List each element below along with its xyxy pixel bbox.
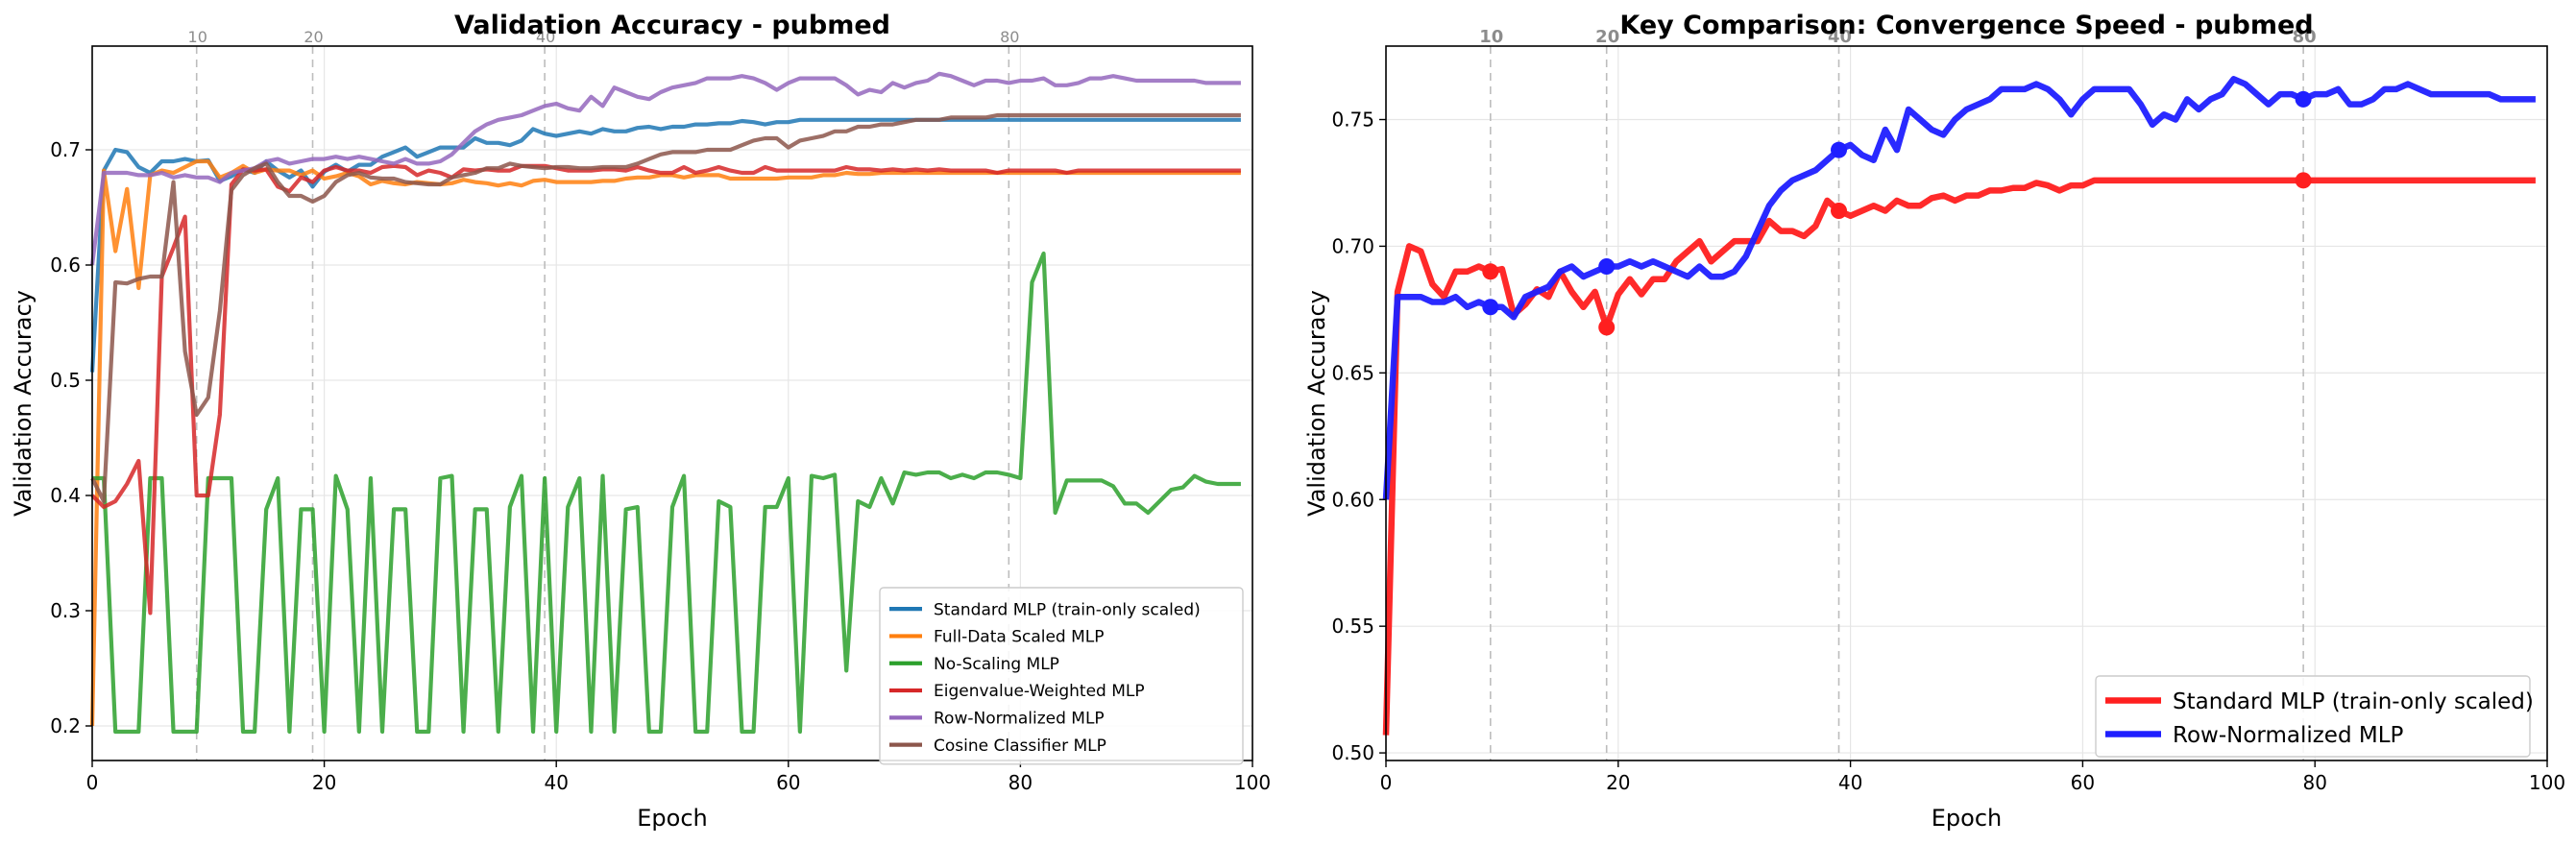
highlight-point bbox=[1831, 202, 1848, 219]
legend-box bbox=[2095, 675, 2531, 758]
legend-box bbox=[879, 587, 1244, 765]
y-tick-label: 0.4 bbox=[50, 484, 81, 507]
series-lines bbox=[1382, 76, 2536, 736]
highlight-point bbox=[1598, 319, 1616, 336]
chart-title: Key Comparison: Convergence Speed - pubm… bbox=[1619, 11, 2313, 40]
legend-label: Row-Normalized MLP bbox=[934, 709, 1105, 728]
epoch-marker-label: 40 bbox=[1828, 27, 1852, 47]
epoch-marker-label: 10 bbox=[1479, 27, 1503, 47]
highlight-points bbox=[1482, 90, 2312, 336]
epoch-marker-label: 20 bbox=[304, 28, 323, 46]
series-line-0 bbox=[89, 117, 1241, 373]
epoch-marker-label: 10 bbox=[188, 28, 207, 46]
legend-label: Cosine Classifier MLP bbox=[934, 736, 1106, 756]
x-axis-label: Epoch bbox=[1932, 805, 2003, 832]
highlight-point bbox=[1482, 263, 1499, 280]
x-tick-label: 100 bbox=[1234, 771, 1271, 794]
series-line-1 bbox=[89, 158, 1241, 727]
plot-frame bbox=[1385, 45, 2548, 761]
epoch-marker-label: 80 bbox=[2293, 27, 2317, 47]
x-tick-label: 60 bbox=[2071, 771, 2095, 794]
x-tick-label: 40 bbox=[1838, 771, 1862, 794]
y-tick-label: 0.55 bbox=[1331, 615, 1374, 638]
epoch-marker-label: 40 bbox=[536, 28, 555, 46]
epoch-markers: 10 20 40 80 bbox=[188, 28, 1019, 760]
highlight-point bbox=[1598, 258, 1616, 276]
legend-label: No-Scaling MLP bbox=[934, 655, 1059, 674]
chart-validation-accuracy: 10 20 40 80 0 20 40 60 80 100 0.2 0.3 0.4 0.5 0.6 0.7 Va… bbox=[10, 11, 1271, 832]
y-tick-label: 0.65 bbox=[1331, 361, 1374, 384]
chart-convergence-speed: 10 20 40 80 0 20 40 60 80 100 0.50 0.55 0.60 0.65 0.70… bbox=[1303, 11, 2565, 832]
series-line-2 bbox=[92, 251, 1241, 735]
x-tick-label: 60 bbox=[776, 771, 800, 794]
highlight-point bbox=[2295, 90, 2312, 108]
series-line-0 bbox=[1382, 177, 2536, 736]
highlight-point bbox=[2295, 172, 2312, 189]
epoch-markers: 10 20 40 80 bbox=[1479, 27, 2317, 760]
x-tick-label: 20 bbox=[1606, 771, 1630, 794]
y-axis-label: Validation Accuracy bbox=[1303, 290, 1330, 517]
x-axis-label: Epoch bbox=[637, 805, 708, 832]
x-tick-label: 80 bbox=[1009, 771, 1033, 794]
axis-ticks: 0 20 40 60 80 100 0.50 0.55 0.60 0.65 0.70 0.75 bbox=[1331, 109, 2565, 794]
y-tick-label: 0.50 bbox=[1331, 741, 1374, 764]
legend-label: Eigenvalue-Weighted MLP bbox=[934, 682, 1145, 701]
y-tick-label: 0.3 bbox=[50, 599, 81, 622]
epoch-marker-label: 80 bbox=[1000, 28, 1019, 46]
axis-ticks: 0 20 40 60 80 100 0.2 0.3 0.4 0.5 0.6 0.7 bbox=[50, 138, 1271, 794]
chart-title: Validation Accuracy - pubmed bbox=[454, 11, 890, 40]
x-tick-label: 40 bbox=[544, 771, 568, 794]
x-tick-label: 100 bbox=[2529, 771, 2565, 794]
y-axis-label: Validation Accuracy bbox=[10, 290, 36, 517]
y-tick-label: 0.7 bbox=[50, 138, 81, 161]
y-tick-label: 0.60 bbox=[1331, 488, 1374, 511]
epoch-marker-label: 20 bbox=[1595, 27, 1619, 47]
series-lines bbox=[89, 71, 1241, 735]
y-tick-label: 0.5 bbox=[50, 369, 81, 392]
highlight-point bbox=[1831, 141, 1848, 158]
series-line-4 bbox=[89, 71, 1241, 266]
y-tick-label: 0.70 bbox=[1331, 234, 1374, 257]
series-line-1 bbox=[1382, 76, 2536, 500]
y-tick-label: 0.2 bbox=[50, 714, 81, 737]
legend-label: Full-Data Scaled MLP bbox=[934, 628, 1105, 647]
grid bbox=[1385, 46, 2548, 760]
legend: Standard MLP (train-only scaled) Row-Norm… bbox=[2095, 675, 2534, 758]
x-tick-label: 0 bbox=[86, 771, 99, 794]
x-tick-label: 20 bbox=[312, 771, 336, 794]
legend: Standard MLP (train-only scaled) Full-Dat… bbox=[879, 587, 1244, 765]
series-line-5 bbox=[90, 112, 1241, 504]
legend-label: Standard MLP (train-only scaled) bbox=[934, 600, 1201, 619]
highlight-point bbox=[1482, 299, 1499, 316]
plot-frame bbox=[91, 45, 1253, 761]
legend-label: Standard MLP (train-only scaled) bbox=[2173, 689, 2534, 714]
legend-label: Row-Normalized MLP bbox=[2173, 723, 2404, 748]
x-tick-label: 80 bbox=[2302, 771, 2326, 794]
y-tick-label: 0.75 bbox=[1331, 109, 1374, 132]
x-tick-label: 0 bbox=[1380, 771, 1393, 794]
y-tick-label: 0.6 bbox=[50, 254, 81, 277]
